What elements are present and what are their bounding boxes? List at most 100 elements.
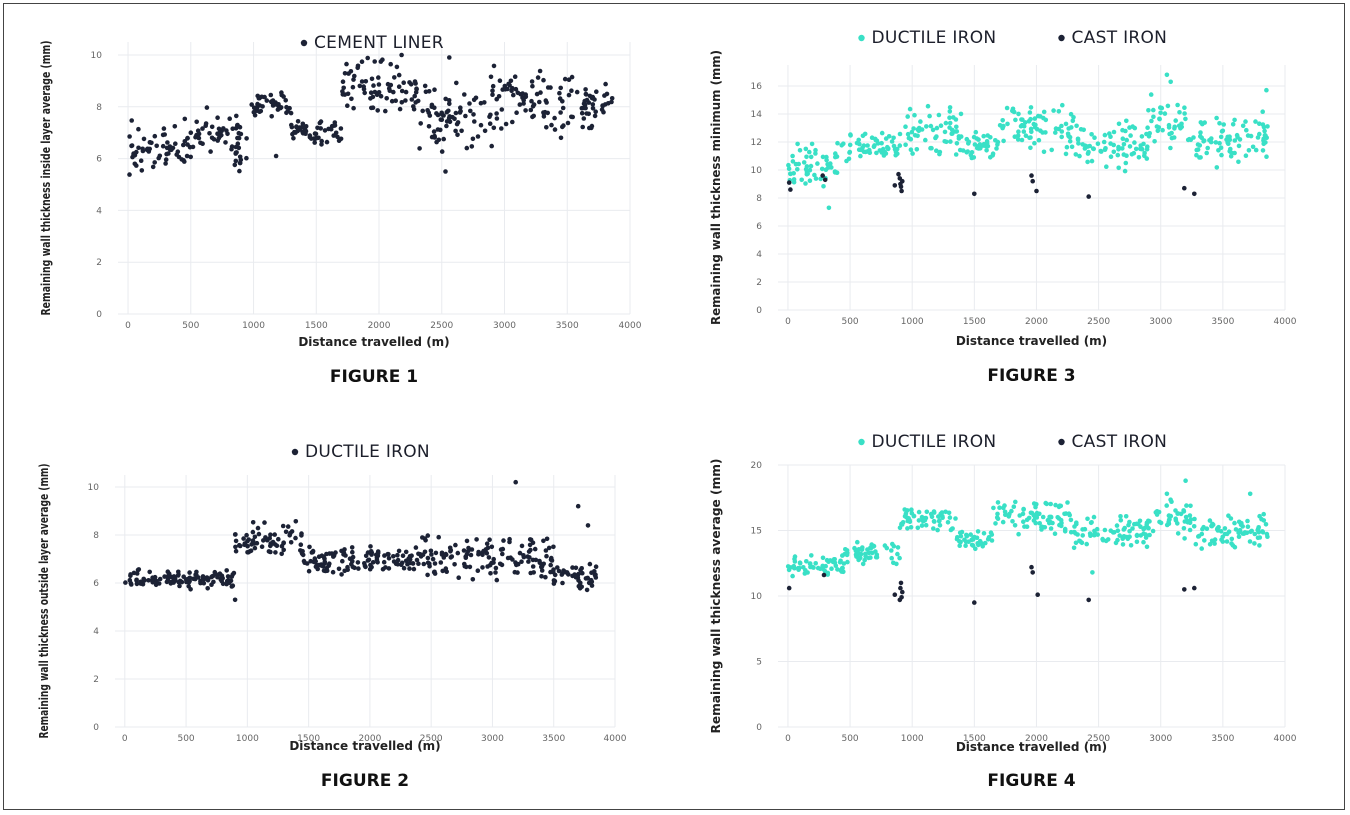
data-point (316, 554, 322, 559)
data-point (947, 109, 953, 114)
data-point (1260, 109, 1265, 114)
data-point (233, 544, 238, 550)
data-point (368, 96, 373, 101)
data-point (412, 79, 418, 84)
data-point (371, 83, 376, 88)
data-point (1049, 147, 1054, 153)
data-point (813, 176, 819, 181)
data-point (386, 556, 392, 561)
data-point (490, 83, 496, 89)
figure-1-chart: 0 500 1000 1500 2000 2500 3000 3500 4000 0 2 4 6 8 10 D… (39, 33, 642, 387)
data-point (253, 105, 259, 111)
data-point (194, 119, 199, 125)
y-tick-label: 2 (93, 675, 99, 685)
y-tick-label: 10 (751, 166, 763, 176)
data-point (1085, 516, 1090, 522)
legend-label: DUCTILE IRON (872, 28, 997, 48)
data-point (847, 150, 852, 155)
data-point (809, 553, 814, 558)
data-point (344, 61, 349, 67)
data-point (1032, 116, 1038, 121)
data-point (204, 105, 210, 110)
data-point (230, 126, 235, 131)
data-point (1057, 522, 1062, 528)
data-point (981, 531, 987, 536)
data-point (171, 575, 177, 580)
data-point (304, 561, 310, 566)
data-point (832, 169, 838, 174)
data-point (995, 500, 1001, 505)
data-point (284, 110, 289, 116)
figure-caption: FIGURE 1 (330, 367, 418, 387)
data-point (519, 559, 524, 564)
y-tick-label: 6 (93, 579, 99, 589)
y-tick-label: 0 (756, 723, 762, 733)
data-point (537, 68, 543, 74)
data-point (1264, 135, 1269, 141)
data-point (412, 93, 418, 99)
data-point (1043, 500, 1048, 506)
data-point (968, 532, 973, 537)
data-point (359, 59, 365, 64)
data-point (820, 555, 826, 561)
legend-marker (1058, 34, 1065, 42)
data-point (1105, 537, 1111, 542)
data-point (494, 116, 500, 121)
data-point (1191, 524, 1197, 529)
data-point (140, 146, 145, 152)
x-tick-label: 3500 (556, 321, 579, 331)
data-point (909, 507, 914, 512)
data-point (439, 552, 445, 557)
data-point (1012, 523, 1018, 528)
data-point (288, 540, 294, 545)
data-point (393, 98, 399, 103)
data-point (1177, 110, 1182, 115)
data-point (455, 120, 461, 125)
data-point (141, 576, 146, 582)
data-point (165, 576, 171, 582)
data-point (1037, 521, 1042, 526)
data-point (1039, 524, 1044, 530)
data-point (858, 153, 863, 159)
y-tick-label: 15 (751, 527, 762, 537)
data-point (1069, 125, 1074, 130)
x-tick-label: 0 (785, 317, 791, 327)
data-point (152, 160, 157, 165)
x-tick-label: 0 (122, 734, 128, 744)
data-point (795, 565, 801, 571)
x-tick-label: 1000 (901, 734, 924, 744)
data-point (370, 105, 376, 110)
data-point (841, 561, 847, 566)
data-point (276, 102, 281, 107)
data-point (1141, 141, 1146, 147)
data-point (1147, 131, 1152, 136)
data-point (530, 564, 536, 569)
data-point (974, 535, 980, 541)
data-point (937, 518, 942, 523)
data-point (184, 153, 190, 159)
data-point (1220, 128, 1226, 134)
data-point (909, 129, 915, 135)
data-point (539, 574, 544, 579)
data-point (949, 526, 955, 532)
data-point (546, 545, 552, 551)
y-tick-label: 4 (93, 627, 99, 637)
data-point (935, 527, 940, 533)
x-tick-label: 500 (841, 734, 858, 744)
data-point (1181, 526, 1187, 531)
data-point (1226, 513, 1231, 518)
data-point (1100, 536, 1105, 542)
data-point (383, 565, 388, 570)
data-point (351, 77, 356, 82)
data-point (1078, 127, 1084, 132)
data-point (1175, 511, 1181, 516)
data-point (341, 85, 347, 91)
data-point (898, 580, 904, 586)
data-point (916, 518, 922, 523)
data-point (435, 112, 441, 118)
x-tick-label: 0 (125, 321, 131, 331)
data-point (224, 568, 229, 573)
data-point (136, 567, 142, 572)
data-point (209, 135, 215, 141)
data-point (890, 541, 895, 547)
